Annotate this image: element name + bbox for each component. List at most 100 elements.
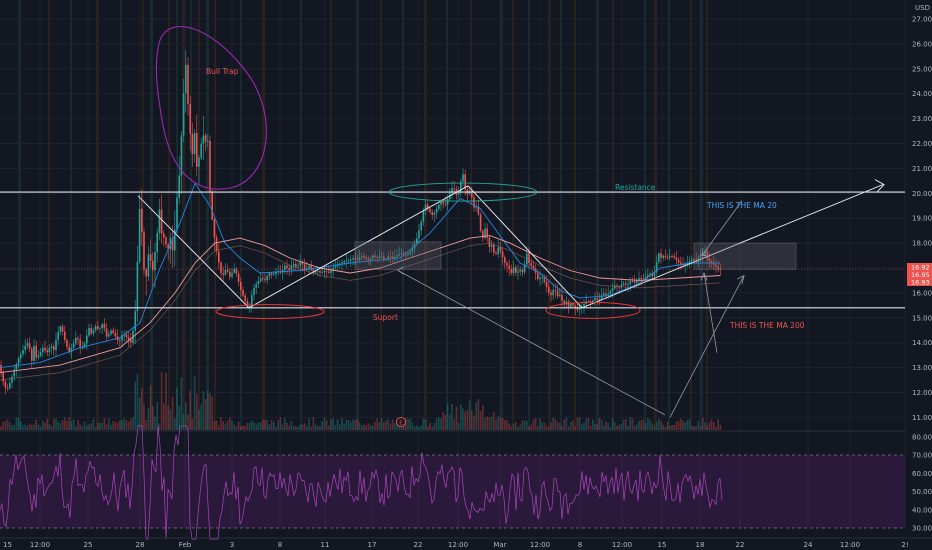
volume-bar bbox=[251, 420, 253, 430]
candle-body bbox=[46, 350, 48, 353]
candle-body bbox=[625, 283, 627, 285]
volume-bar bbox=[363, 424, 365, 430]
candle-body bbox=[710, 261, 713, 264]
session-stripe bbox=[150, 0, 153, 430]
candle-body bbox=[658, 253, 660, 263]
volume-bar bbox=[662, 425, 664, 430]
candle-body bbox=[541, 277, 543, 278]
resistance-label: Resistance bbox=[615, 183, 656, 192]
candle-body bbox=[554, 290, 557, 291]
session-stripe bbox=[168, 0, 170, 430]
volume-bar bbox=[651, 423, 653, 430]
candle-body bbox=[242, 290, 244, 296]
volume-bar bbox=[671, 425, 673, 430]
volume-bar bbox=[127, 421, 130, 430]
time-tick-label: 24 bbox=[804, 541, 813, 549]
volume-bar bbox=[424, 419, 427, 430]
candle-body bbox=[64, 331, 66, 340]
volume-bar bbox=[449, 414, 451, 430]
volume-bar bbox=[88, 424, 90, 430]
arrow-head bbox=[397, 266, 405, 275]
volume-bar bbox=[222, 421, 224, 430]
candle-body bbox=[682, 264, 684, 266]
volume-bar bbox=[101, 422, 103, 430]
volume-bar bbox=[174, 418, 176, 430]
candle-body bbox=[143, 232, 145, 270]
volume-bar bbox=[666, 421, 669, 430]
candle-body bbox=[72, 343, 75, 348]
volume-bar bbox=[530, 424, 532, 430]
volume-bar bbox=[42, 420, 44, 430]
rsi-pane[interactable] bbox=[0, 425, 932, 540]
trend-line bbox=[467, 185, 583, 309]
volume-bar bbox=[455, 406, 458, 430]
range-box bbox=[354, 241, 442, 270]
candle-body bbox=[543, 277, 546, 282]
volume-bar bbox=[185, 402, 187, 430]
candle-body bbox=[224, 269, 227, 275]
volume-bar bbox=[343, 423, 345, 430]
volume-bar bbox=[57, 421, 59, 430]
drawings[interactable] bbox=[0, 26, 905, 418]
annotations: Bull Trap Resistance Suport THIS IS THE MA … bbox=[206, 67, 805, 427]
candle-body bbox=[484, 228, 486, 238]
candle-body bbox=[176, 197, 178, 230]
session-stripe bbox=[356, 0, 359, 430]
volume-bar bbox=[684, 422, 686, 430]
volume-bar bbox=[499, 417, 502, 430]
trend-arrow-head bbox=[874, 179, 885, 193]
volume-bar bbox=[264, 419, 266, 430]
volume-bar bbox=[350, 421, 352, 430]
volume-bar bbox=[279, 417, 282, 430]
volume-bar bbox=[286, 422, 288, 430]
candle-body bbox=[493, 244, 495, 253]
session-stripe bbox=[644, 0, 646, 430]
volume-bar bbox=[675, 421, 678, 430]
candle-body bbox=[26, 343, 29, 346]
session-stripe bbox=[574, 0, 576, 430]
candle-body bbox=[6, 387, 9, 389]
volume-bar bbox=[17, 417, 20, 430]
volume-bar bbox=[141, 388, 143, 430]
candle-body bbox=[86, 335, 88, 344]
volume-bar bbox=[471, 410, 473, 430]
candle-body bbox=[207, 140, 209, 142]
candlesticks[interactable] bbox=[0, 50, 722, 395]
volume-bar bbox=[391, 419, 394, 430]
volume-bar bbox=[336, 419, 339, 430]
candle-body bbox=[160, 209, 163, 234]
volume-bar bbox=[636, 424, 638, 430]
price-axis[interactable]: USD11.0012.0013.0014.0015.0016.0017.0018… bbox=[906, 0, 932, 550]
volume-bar bbox=[284, 417, 286, 430]
candle-body bbox=[334, 266, 337, 268]
session-stripe bbox=[262, 0, 265, 430]
time-tick-label: 12:00 bbox=[448, 541, 468, 549]
candle-body bbox=[638, 278, 640, 281]
volume-bar bbox=[292, 426, 295, 430]
candle-body bbox=[578, 307, 581, 310]
volume-bar bbox=[631, 418, 634, 430]
volume-bar bbox=[50, 425, 53, 430]
volume-bar bbox=[257, 422, 260, 430]
volume-bar bbox=[512, 423, 515, 430]
volume-bar bbox=[81, 426, 84, 430]
candle-body bbox=[662, 255, 664, 258]
time-axis[interactable]: 15 12:00 25 28 Feb 3 8 11 17 22 12:00 Mar 12:00 8 12:0… bbox=[0, 537, 932, 549]
candle-body bbox=[475, 206, 477, 208]
candle-body bbox=[600, 295, 603, 300]
volume-bar bbox=[374, 421, 376, 430]
session-stripe bbox=[142, 0, 144, 430]
volume-bar bbox=[28, 423, 31, 430]
volume-bar bbox=[477, 399, 480, 430]
volume-bar bbox=[145, 419, 147, 430]
volume-bar bbox=[394, 423, 396, 430]
earnings-marker-icon bbox=[396, 417, 406, 427]
candle-body bbox=[409, 251, 411, 254]
candle-body bbox=[677, 259, 680, 263]
volume-bar bbox=[31, 424, 33, 430]
candle-body bbox=[229, 271, 231, 277]
candle-body bbox=[363, 256, 365, 258]
volume-bar bbox=[46, 418, 48, 430]
volume-bar bbox=[9, 422, 11, 430]
